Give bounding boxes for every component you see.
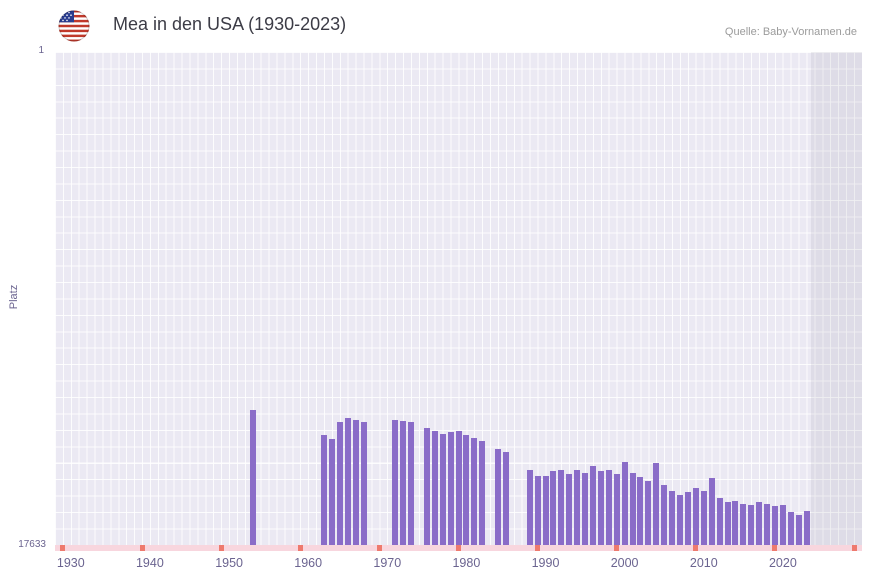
no-data-marker-2019 xyxy=(772,545,778,551)
no-data-marker-1969 xyxy=(376,545,382,551)
bar-1997[interactable] xyxy=(597,471,604,545)
bar-2016[interactable] xyxy=(748,504,755,545)
bar-1971[interactable] xyxy=(392,419,399,545)
no-data-strip xyxy=(55,545,862,551)
x-tick-1990: 1990 xyxy=(531,556,560,570)
no-data-marker-1989 xyxy=(535,545,541,551)
x-tick-1940: 1940 xyxy=(135,556,164,570)
no-data-marker-1999 xyxy=(614,545,620,551)
bar-2002[interactable] xyxy=(637,477,644,545)
bar-2019[interactable] xyxy=(771,506,778,545)
x-tick-1950: 1950 xyxy=(215,556,243,570)
x-tick-2000: 2000 xyxy=(610,556,639,570)
no-data-marker-1939 xyxy=(139,545,145,551)
bar-1994[interactable] xyxy=(574,470,581,545)
bar-1988[interactable] xyxy=(526,470,533,545)
bar-2015[interactable] xyxy=(740,503,747,545)
no-data-marker-1979 xyxy=(456,545,461,551)
x-tick-2020: 2020 xyxy=(768,556,797,570)
bar-2023[interactable] xyxy=(803,510,810,545)
bar-2003[interactable] xyxy=(645,481,652,545)
bar-2008[interactable] xyxy=(684,492,691,545)
bar-1995[interactable] xyxy=(582,472,589,545)
x-tick-1960: 1960 xyxy=(294,556,323,570)
bar-2009[interactable] xyxy=(692,488,699,545)
us-flag-icon xyxy=(58,10,90,42)
bar-1964[interactable] xyxy=(336,422,343,545)
bar-2011[interactable] xyxy=(708,478,715,545)
bar-2017[interactable] xyxy=(756,502,763,545)
x-tick-1980: 1980 xyxy=(452,556,481,570)
bar-1973[interactable] xyxy=(408,422,415,545)
no-data-marker-1929 xyxy=(60,545,66,551)
bar-1984[interactable] xyxy=(495,449,502,545)
bar-1980[interactable] xyxy=(463,435,470,545)
source-link[interactable]: Quelle: Baby-Vornamen.de xyxy=(724,26,857,38)
bar-1953[interactable] xyxy=(249,409,256,545)
bar-1975[interactable] xyxy=(423,428,430,545)
bar-2014[interactable] xyxy=(732,500,739,545)
page-title: Mea in den USA (1930-2023) xyxy=(113,14,347,34)
no-data-marker-2029 xyxy=(851,545,857,551)
y-axis-bottom-label: 17633 xyxy=(18,539,46,550)
bar-2004[interactable] xyxy=(653,463,660,545)
bar-2010[interactable] xyxy=(700,491,707,545)
bar-1989[interactable] xyxy=(534,475,541,545)
bar-1993[interactable] xyxy=(566,474,573,545)
no-data-marker-1949 xyxy=(218,545,224,551)
x-tick-2010: 2010 xyxy=(689,556,718,570)
bar-2000[interactable] xyxy=(621,461,628,545)
bar-2020[interactable] xyxy=(779,504,786,545)
bar-2006[interactable] xyxy=(669,491,676,545)
no-data-marker-1959 xyxy=(297,545,303,551)
y-axis-top-label: 1 xyxy=(38,45,44,56)
bar-1962[interactable] xyxy=(321,435,327,545)
bar-1981[interactable] xyxy=(471,437,478,545)
bar-2013[interactable] xyxy=(724,502,731,545)
future-years-band xyxy=(811,52,862,545)
bar-1990[interactable] xyxy=(542,475,549,545)
bar-1991[interactable] xyxy=(550,471,557,545)
bar-1979[interactable] xyxy=(455,430,462,545)
plot-area xyxy=(55,52,862,545)
bar-2021[interactable] xyxy=(787,511,794,545)
bar-2005[interactable] xyxy=(661,485,668,545)
y-axis-title: Platz xyxy=(8,284,20,310)
bar-1992[interactable] xyxy=(558,470,565,545)
bar-1967[interactable] xyxy=(360,422,367,545)
bar-2018[interactable] xyxy=(764,503,771,545)
bar-2007[interactable] xyxy=(677,495,684,545)
bar-1999[interactable] xyxy=(613,474,620,545)
bar-1976[interactable] xyxy=(431,430,438,545)
bar-1965[interactable] xyxy=(344,418,351,545)
bar-2001[interactable] xyxy=(629,472,636,545)
bar-1985[interactable] xyxy=(502,451,509,545)
bar-1978[interactable] xyxy=(447,432,454,545)
bar-1998[interactable] xyxy=(605,470,612,545)
bar-1977[interactable] xyxy=(439,433,446,545)
x-axis-ticks: 1930 1940 1950 1960 1970 1980 1990 2000 2010 2020 xyxy=(55,556,862,578)
bar-1966[interactable] xyxy=(352,419,359,545)
bar-1963[interactable] xyxy=(328,439,335,545)
bar-1996[interactable] xyxy=(590,465,596,545)
bar-2012[interactable] xyxy=(716,497,723,545)
x-tick-1930: 1930 xyxy=(56,556,85,570)
no-data-marker-2009 xyxy=(693,545,699,551)
bar-1972[interactable] xyxy=(400,421,407,545)
x-tick-1970: 1970 xyxy=(373,556,402,570)
bar-1982[interactable] xyxy=(479,440,486,545)
bar-2022[interactable] xyxy=(795,514,802,545)
